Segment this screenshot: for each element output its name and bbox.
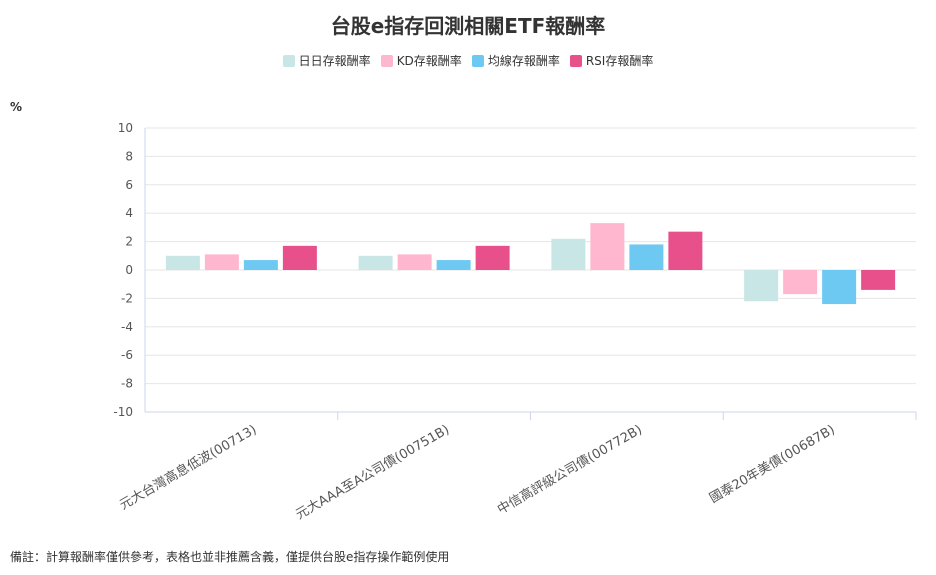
legend-item-kd[interactable]: KD存報酬率 [380,52,462,69]
y-tick-label: 10 [118,121,133,135]
x-category-label: 中信高評級公司債(00772B) [494,422,644,518]
y-tick-label: 2 [125,235,133,249]
legend-label-ma: 均線存報酬率 [487,54,560,68]
x-category-label: 元大台灣高息低波(00713) [117,422,260,514]
footnote: 備註：計算報酬率僅供參考，表格也並非推薦含義，僅提供台股e指存操作範例使用 [10,550,450,564]
y-tick-label: -4 [121,320,133,334]
bar [551,238,586,270]
legend-item-daily[interactable]: 日日存報酬率 [282,52,371,69]
bar [822,270,857,305]
bar [243,260,278,270]
y-axis-unit: % [10,100,23,114]
bar [590,223,625,270]
bar [397,254,432,270]
bar [282,245,317,270]
legend-label-kd: KD存報酬率 [396,54,462,68]
y-tick-label: 4 [125,206,133,220]
bar [783,270,818,295]
chart-legend: 日日存報酬率 KD存報酬率 均線存報酬率 RSI存報酬率 [0,52,936,69]
bar [358,255,393,270]
legend-label-daily: 日日存報酬率 [298,54,371,68]
y-tick-label: 6 [125,178,133,192]
legend-item-ma[interactable]: 均線存報酬率 [471,52,560,69]
legend-label-rsi: RSI存報酬率 [585,54,654,68]
chart-title: 台股e指存回測相關ETF報酬率 [330,14,606,38]
legend-item-rsi[interactable]: RSI存報酬率 [569,52,654,69]
legend-swatch-daily [282,54,295,67]
y-tick-label: 8 [125,149,133,163]
y-tick-label: -2 [121,291,133,305]
bar [629,244,664,270]
bar [744,270,779,302]
bar [165,255,200,270]
legend-swatch-ma [471,54,484,67]
y-tick-label: -6 [121,348,133,362]
bar [436,260,471,270]
bar [475,245,510,270]
x-category-label: 元大AAA至A公司債(00751B) [293,422,452,522]
legend-swatch-kd [380,54,393,67]
legend-swatch-rsi [569,54,582,67]
bar [668,231,703,270]
x-category-label: 國泰20年美債(00687B) [707,422,837,506]
y-tick-label: -8 [121,377,133,391]
bar [861,270,896,290]
bar [204,254,239,270]
y-tick-label: -10 [113,405,133,419]
y-tick-label: 0 [125,263,133,277]
